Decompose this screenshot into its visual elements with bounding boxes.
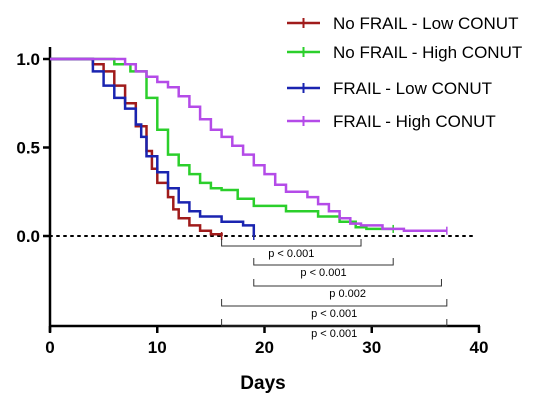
- x-tick-label: 0: [45, 338, 54, 357]
- x-axis-title: Days: [240, 373, 285, 394]
- comparison-bracket: [253, 279, 442, 287]
- comparison-bracket: [221, 239, 362, 247]
- x-tick-label: 10: [148, 338, 167, 357]
- x-tick-label: 30: [362, 338, 381, 357]
- series-line-1: [50, 57, 223, 236]
- p-value-label: p 0.002: [329, 288, 366, 300]
- x-tick-label: 20: [255, 338, 274, 357]
- legend-label: No FRAIL - Low CONUT: [333, 14, 518, 33]
- comparison-bracket: [221, 299, 448, 307]
- p-value-label: p < 0.001: [300, 267, 346, 279]
- axes: 0.0 0.5 1.0 0 10 20 30 40: [16, 47, 488, 357]
- legend-label: No FRAIL - High CONUT: [333, 43, 522, 62]
- p-value-label: p < 0.001: [311, 328, 357, 340]
- p-value-label: p < 0.001: [311, 308, 357, 320]
- comparison-bracket: [253, 258, 394, 266]
- p-value-label: p < 0.001: [268, 248, 314, 260]
- y-tick-label: 0.0: [16, 227, 40, 246]
- series-line-4: [50, 57, 447, 232]
- x-tick-label: 40: [470, 338, 489, 357]
- legend-label: FRAIL - High CONUT: [333, 112, 496, 131]
- series-line-3: [50, 57, 256, 236]
- comparison-brackets: p < 0.001 p < 0.001 p 0.002 p < 0.001 p < 0.…: [221, 239, 448, 340]
- y-tick-label: 0.5: [16, 139, 40, 158]
- series-group: [50, 57, 448, 240]
- legend: No FRAIL - Low CONUT No FRAIL - High CONU…: [287, 14, 522, 131]
- comparison-bracket: [221, 319, 448, 327]
- y-tick-label: 1.0: [16, 50, 40, 69]
- legend-label: FRAIL - Low CONUT: [333, 79, 492, 98]
